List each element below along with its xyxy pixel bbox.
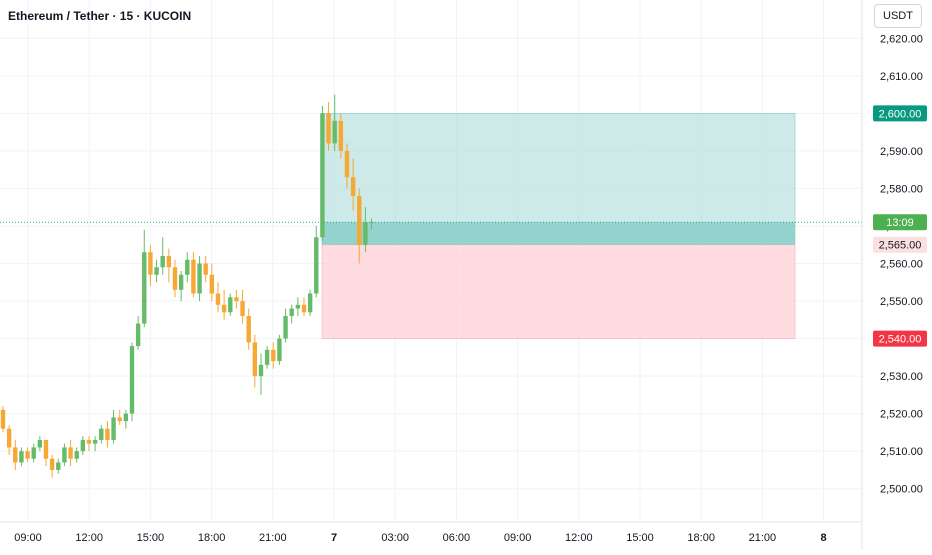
currency-button[interactable]: USDT [874,4,922,28]
candle[interactable] [0,409,6,429]
stop-price-badge: 2,540.00 [879,334,922,346]
candle[interactable] [246,316,251,343]
candle[interactable] [234,297,239,302]
candle[interactable] [99,428,104,440]
candle[interactable] [19,451,24,463]
current-price-countdown-badge-bg [873,214,927,231]
candle[interactable] [301,304,307,313]
x-tick-label: 03:00 [381,532,409,544]
candle[interactable] [43,439,49,459]
x-tick-label: 18:00 [687,532,715,544]
candle[interactable] [37,439,43,448]
candle[interactable] [357,195,362,245]
x-tick-label: 12:00 [565,532,593,544]
target-price-badge-bg [873,105,927,122]
candle[interactable] [105,428,110,440]
candle[interactable] [344,150,350,178]
y-tick-label: 2,550.00 [880,296,923,308]
candle[interactable] [326,113,331,144]
candle[interactable] [277,338,282,362]
loss-zone[interactable] [321,244,796,339]
candle[interactable] [283,316,288,339]
candle[interactable] [160,255,165,268]
candle[interactable] [258,364,264,377]
candle[interactable] [111,417,116,440]
x-tick-label: 21:00 [749,532,777,544]
candle[interactable] [320,113,325,238]
candle[interactable] [191,259,196,294]
current-price-countdown-badge: 13:09 [886,217,914,229]
candle[interactable] [129,346,135,414]
y-tick-label: 2,610.00 [880,71,923,83]
candle[interactable] [185,259,190,275]
x-tick-label: 09:00 [504,532,532,544]
candle[interactable] [49,458,55,470]
candle[interactable] [240,301,245,317]
candle[interactable] [74,451,79,459]
candle[interactable] [289,308,294,317]
candle[interactable] [228,297,233,313]
x-tick-label: 12:00 [75,532,103,544]
candle[interactable] [307,293,313,313]
symbol-title: Ethereum / Tether · 15 · KUCOIN [8,9,192,23]
candle[interactable] [363,222,368,245]
y-tick-label: 2,560.00 [880,259,923,271]
candle[interactable] [350,177,356,196]
y-tick-label: 2,580.00 [880,183,923,195]
candle[interactable] [215,293,221,305]
candle[interactable] [92,439,98,444]
candle[interactable] [31,447,36,459]
y-tick-label: 2,530.00 [880,371,923,383]
y-tick-label: 2,590.00 [880,146,923,158]
candle[interactable] [264,349,270,365]
x-tick-label: 8 [821,532,827,544]
x-tick-label: 7 [331,532,337,544]
candle[interactable] [203,263,208,275]
candle[interactable] [314,237,319,294]
candle[interactable] [142,252,147,324]
candle[interactable] [123,413,129,422]
candle[interactable] [332,120,337,144]
x-tick-label: 21:00 [259,532,287,544]
candle[interactable] [209,274,215,294]
candle[interactable] [117,417,122,422]
y-tick-label: 2,520.00 [880,409,923,421]
x-tick-label: 06:00 [443,532,471,544]
candle[interactable] [80,439,86,452]
candle[interactable] [25,451,30,459]
candle[interactable] [154,267,159,275]
y-tick-label: 2,510.00 [880,446,923,458]
candle[interactable] [252,342,258,377]
candle[interactable] [178,274,184,290]
target-price-badge: 2,600.00 [879,108,922,120]
candle[interactable] [68,447,73,459]
entry-price-badge: 2,565.00 [879,240,922,252]
x-tick-label: 15:00 [137,532,165,544]
candle[interactable] [221,304,227,313]
candle[interactable] [148,252,153,275]
stop-price-badge-bg [873,330,927,347]
x-tick-label: 09:00 [14,532,42,544]
entry-price-badge-bg [873,236,927,253]
x-tick-label: 18:00 [198,532,226,544]
candle[interactable] [86,439,92,444]
candle[interactable] [295,304,301,309]
open-pnl-zone [322,222,795,245]
candle[interactable] [369,222,374,224]
candle[interactable] [172,267,178,290]
candle[interactable] [62,447,67,463]
x-tick-label: 15:00 [626,532,654,544]
candle[interactable] [197,263,202,294]
y-tick-label: 2,500.00 [880,484,923,496]
candle[interactable] [338,120,344,151]
candle[interactable] [135,323,141,347]
candle[interactable] [13,447,18,463]
candle[interactable] [56,462,61,470]
candle[interactable] [271,349,276,362]
candle[interactable] [6,428,12,448]
candle[interactable] [166,255,172,268]
y-tick-label: 2,620.00 [880,33,923,45]
